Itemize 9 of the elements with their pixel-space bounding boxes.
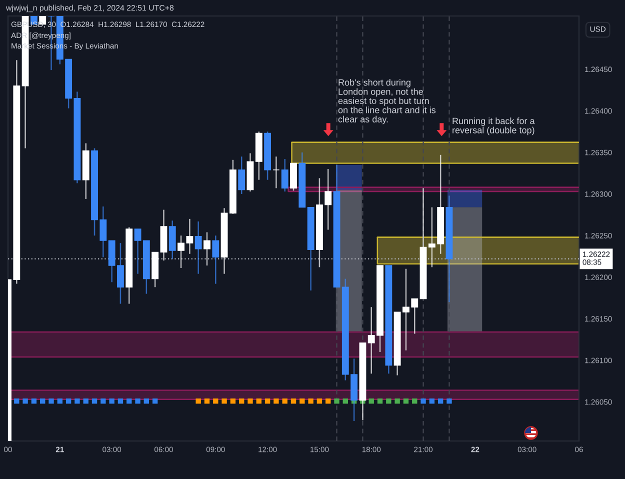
candlestick <box>134 228 142 274</box>
candlestick <box>212 234 220 284</box>
annotation: Running it back for a reversal (double top) <box>452 118 535 136</box>
candlestick <box>194 220 202 274</box>
candlestick <box>281 158 288 192</box>
annotation: Rob's short during London open, not the easiest to spot but turn on the line chart and it is clear as day. <box>338 79 436 124</box>
candlestick <box>204 232 210 266</box>
candlestick <box>272 156 280 189</box>
candlestick <box>238 156 246 195</box>
